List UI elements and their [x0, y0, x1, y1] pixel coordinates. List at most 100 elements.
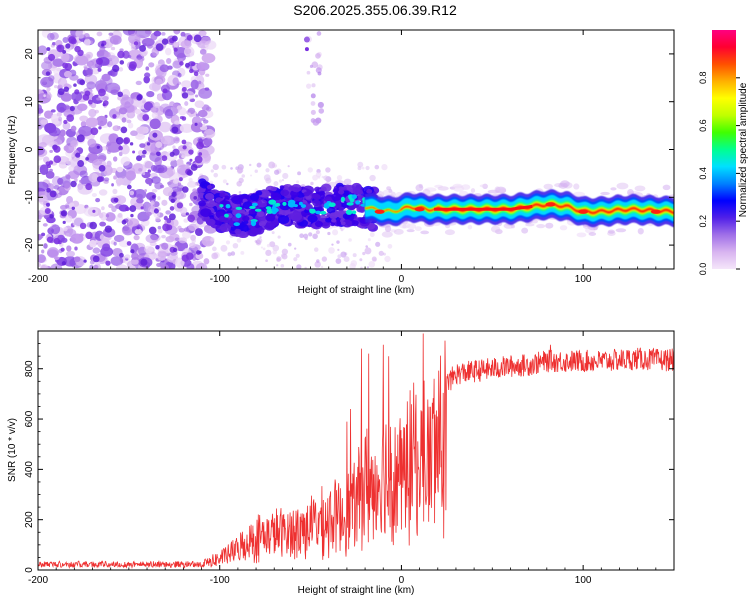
noise-speck: [129, 142, 134, 146]
ridge-halo: [576, 232, 587, 238]
noise-blob: [170, 159, 178, 168]
noise-blob: [125, 170, 137, 181]
noise-speck: [74, 89, 80, 95]
scatter-blob: [287, 165, 290, 168]
scatter-blob: [241, 174, 246, 178]
noise-blob: [86, 54, 91, 59]
noise-blob: [86, 67, 94, 76]
scatter-blob: [343, 256, 350, 263]
noise-blob: [83, 206, 99, 217]
noise-blob: [179, 123, 194, 133]
colorbar-ticks: 0.0 0.2 0.4 0.6 0.8: [698, 72, 740, 275]
noise-blob: [128, 33, 141, 44]
noise-blob: [38, 234, 43, 241]
noise-blob: [157, 196, 161, 201]
noise-speck: [62, 220, 66, 225]
ridge-clump: [352, 188, 361, 195]
noise-blob: [204, 87, 210, 91]
scatter-blob: [348, 238, 352, 242]
noise-blob: [166, 58, 172, 64]
noise-speck: [53, 145, 61, 153]
scatter-blob: [374, 164, 380, 170]
noise-speck: [123, 137, 131, 144]
noise-blob: [62, 122, 71, 130]
noise-blob: [133, 234, 140, 241]
noise-blob: [39, 141, 47, 148]
noise-speck: [46, 202, 50, 207]
noise-blob: [161, 234, 166, 239]
ridge-hotspot: [323, 202, 330, 209]
scatter-blob: [256, 162, 262, 168]
scatter-blob: [297, 171, 301, 176]
scatter-blob: [327, 231, 331, 236]
ridge-clump: [320, 183, 332, 192]
scatter-blob: [271, 231, 275, 235]
noise-blob: [165, 235, 175, 243]
ridge-clump: [255, 190, 263, 196]
noise-blob: [101, 73, 111, 82]
noise-blob: [146, 91, 155, 98]
ridge-clump: [242, 215, 250, 222]
noise-blob: [70, 125, 77, 132]
ridge-clump: [342, 219, 353, 228]
ridge-band-layer: [365, 202, 674, 214]
noise-speck: [112, 114, 117, 119]
noise-speck: [130, 213, 134, 218]
noise-blob: [119, 240, 130, 248]
noise-speck: [121, 219, 127, 225]
scatter-blob: [331, 243, 334, 246]
noise-speck: [181, 139, 187, 145]
scatter-blob: [212, 163, 219, 171]
scatter-blob: [320, 265, 324, 269]
ridge-halo: [634, 185, 646, 192]
noise-blob: [162, 186, 174, 197]
noise-speck: [147, 169, 152, 173]
noise-blob: [44, 122, 57, 134]
scatter-blob: [336, 175, 343, 181]
noise-blob: [130, 130, 138, 137]
ridge-halo: [420, 230, 430, 235]
ridge-halo: [444, 229, 455, 236]
scatter-blob: [225, 240, 231, 245]
ridge-hotspot: [219, 204, 224, 208]
noise-speck: [161, 38, 169, 45]
noise-blob: [111, 183, 114, 187]
noise-blob: [134, 108, 142, 115]
noise-speck: [62, 62, 69, 69]
noise-speck: [198, 250, 202, 254]
spectrogram-y-ticks: -20 -10 0 10 20: [24, 29, 674, 270]
noise-speck: [60, 247, 65, 252]
upper-blob: [310, 101, 316, 106]
noise-blob: [86, 61, 93, 68]
scatter-blob: [373, 258, 377, 262]
colorbar-label: Normalized spectral amplitude: [738, 82, 749, 217]
ridge-halo: [610, 187, 617, 191]
noise-speck: [76, 134, 85, 143]
noise-blob: [68, 165, 75, 172]
noise-blob: [38, 254, 46, 263]
noise-speck: [126, 241, 132, 246]
ridge-clump: [231, 203, 238, 209]
ridge-hotspot: [289, 200, 295, 207]
ridge-halo: [525, 223, 535, 227]
scatter-blob: [325, 167, 331, 173]
noise-blob: [56, 112, 62, 117]
noise-speck: [92, 209, 96, 213]
scatter-blob: [381, 164, 388, 171]
ridge-clump: [314, 220, 323, 228]
noise-blob: [144, 245, 154, 254]
noise-blob: [46, 86, 51, 92]
noise-blob: [181, 80, 192, 89]
noise-blob: [96, 115, 108, 127]
y-tick-label: 400: [24, 461, 35, 478]
noise-speck: [58, 45, 62, 49]
noise-speck: [187, 214, 195, 223]
noise-blob: [118, 67, 124, 72]
x-tick-label: -100: [210, 575, 230, 586]
noise-blob: [47, 32, 55, 41]
ridge-hotspot: [235, 206, 243, 211]
noise-speck: [57, 240, 62, 245]
noise-blob: [98, 189, 108, 196]
noise-blob: [52, 58, 65, 67]
ridge-halo: [573, 191, 585, 197]
